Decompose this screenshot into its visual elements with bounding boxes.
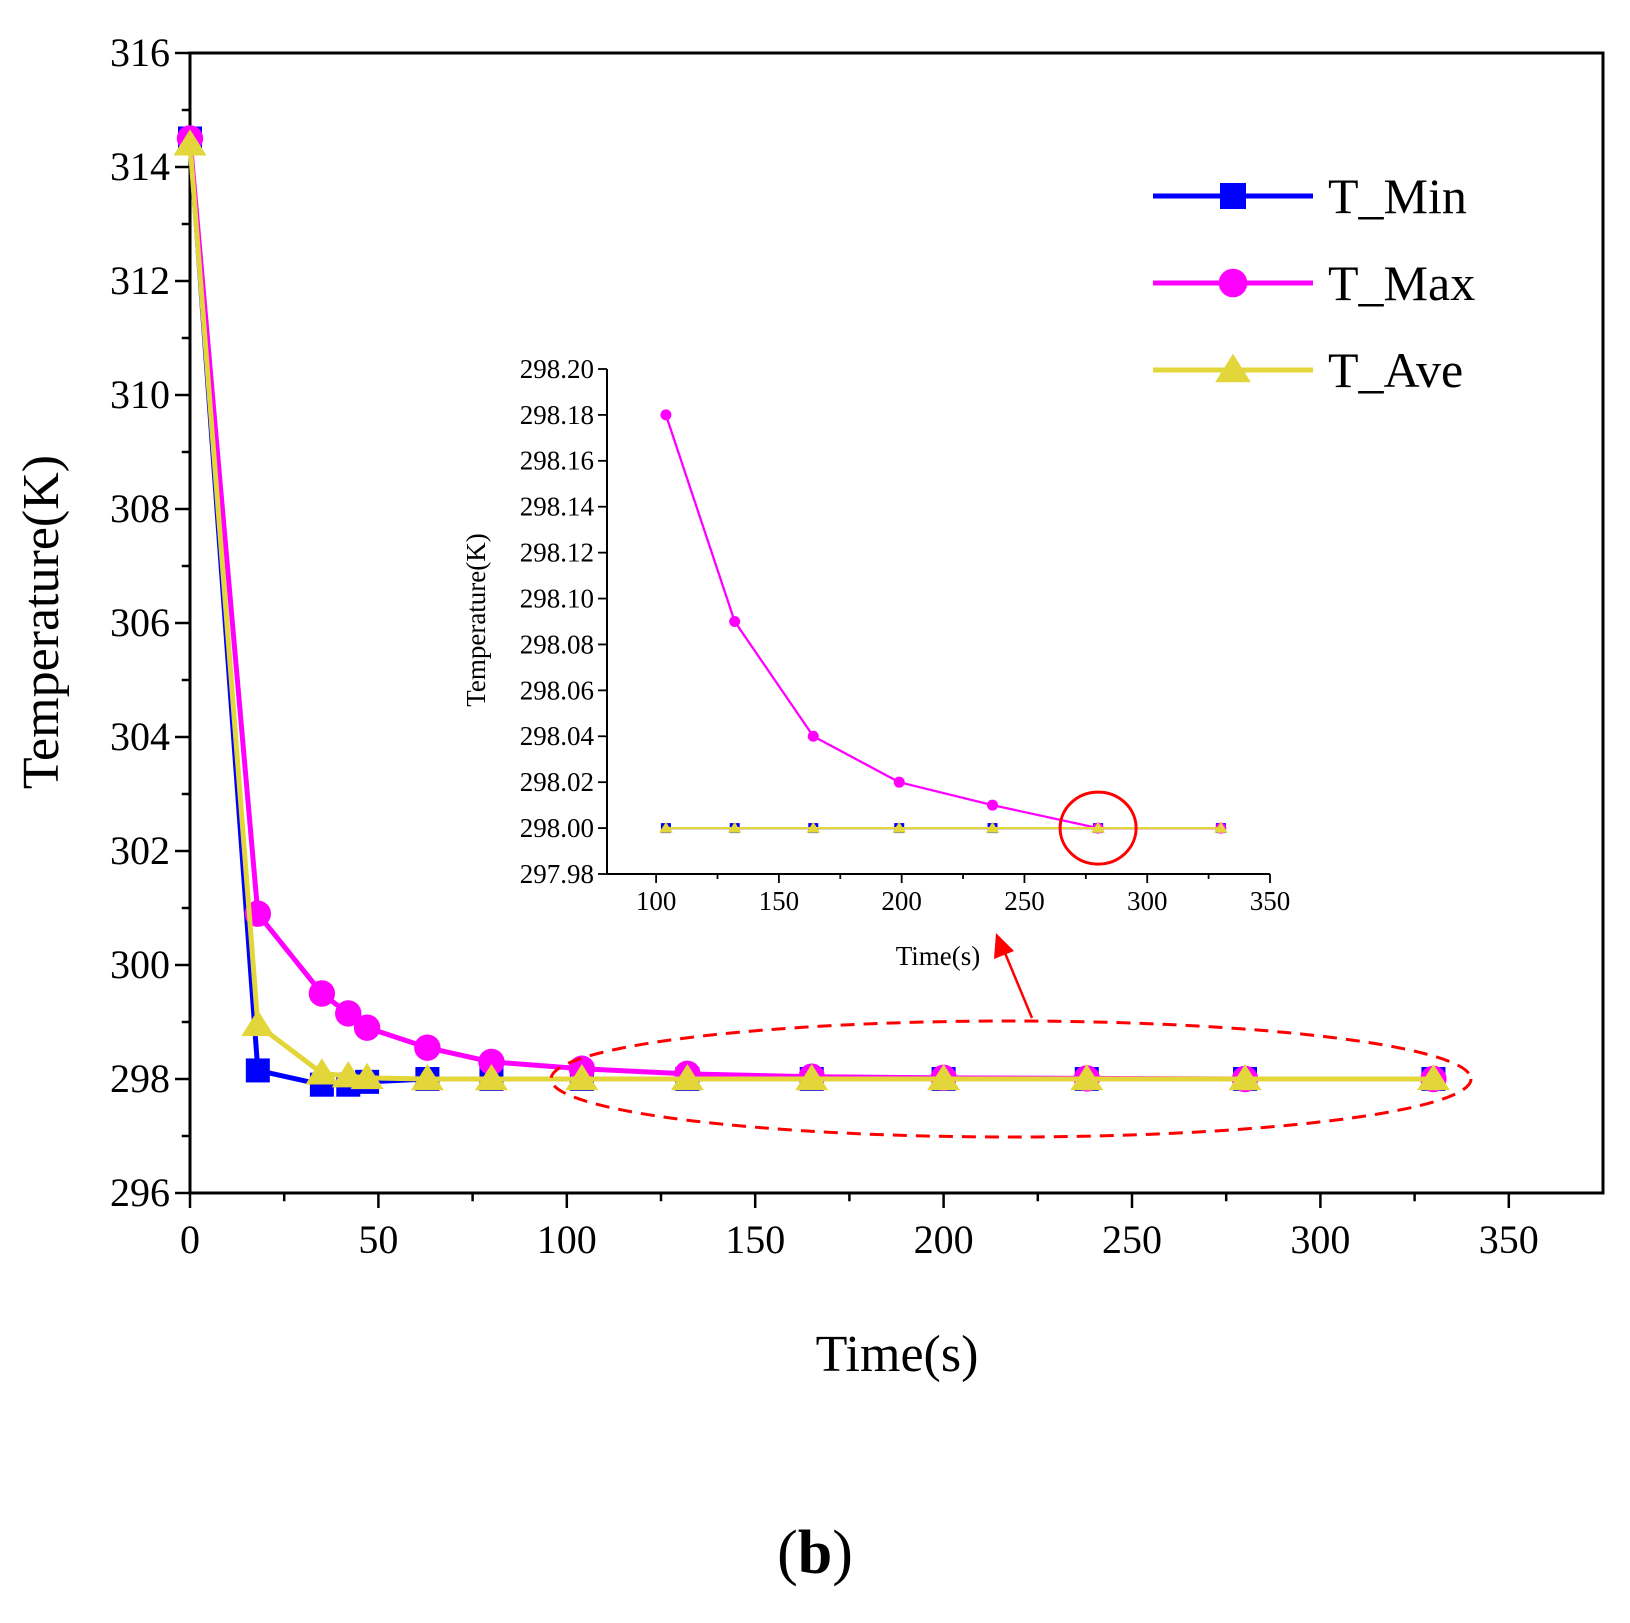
main-y-tick-label: 302 bbox=[110, 828, 170, 873]
inset-y-tick-label: 298.20 bbox=[520, 354, 594, 384]
legend-label-T_Max: T_Max bbox=[1328, 255, 1475, 311]
main-point-T_Ave bbox=[927, 1064, 961, 1091]
main-point-T_Ave bbox=[241, 1009, 275, 1037]
main-x-tick-label: 50 bbox=[358, 1217, 398, 1262]
main-y-tick-label: 306 bbox=[110, 600, 170, 645]
legend-marker-T_Min bbox=[1220, 183, 1246, 209]
inset-point-T_Max bbox=[729, 616, 741, 627]
inset-point-T_Ave bbox=[892, 821, 907, 833]
main-x-tick-label: 0 bbox=[180, 1217, 200, 1262]
inset-y-tick-label: 297.98 bbox=[520, 859, 594, 889]
inset-y-tick-label: 298.16 bbox=[520, 446, 594, 476]
main-point-T_Ave bbox=[565, 1064, 599, 1091]
legend-label-T_Min: T_Min bbox=[1328, 168, 1467, 224]
main-point-T_Ave bbox=[795, 1064, 829, 1091]
inset-x-axis-title: Time(s) bbox=[896, 941, 981, 971]
main-point-T_Max bbox=[353, 1014, 381, 1041]
inset-point-T_Ave bbox=[727, 821, 742, 833]
main-point-T_Ave bbox=[410, 1064, 444, 1091]
highlight-ellipse bbox=[549, 1019, 1473, 1139]
legend-marker-T_Ave bbox=[1215, 353, 1251, 383]
main-y-tick-label: 310 bbox=[110, 372, 170, 417]
panel-label-letter: b bbox=[797, 1519, 833, 1587]
inset-x-tick-label: 100 bbox=[636, 886, 677, 916]
main-y-tick-label: 304 bbox=[110, 714, 170, 759]
inset-y-tick-label: 298.14 bbox=[520, 492, 595, 522]
panel-label: (b) bbox=[0, 1518, 1630, 1589]
zoom-arrow-line bbox=[1003, 952, 1034, 1019]
main-x-tick-label: 150 bbox=[725, 1217, 785, 1262]
main-y-tick-label: 314 bbox=[110, 144, 170, 189]
inset-x-tick-label: 250 bbox=[1004, 886, 1045, 916]
inset-x-tick-label: 200 bbox=[881, 886, 922, 916]
inset-series-line-T_Max bbox=[664, 414, 1221, 830]
main-point-T_Max bbox=[478, 1048, 505, 1076]
main-point-T_Ave bbox=[1070, 1064, 1104, 1091]
inset-y-tick-label: 298.08 bbox=[520, 629, 594, 659]
inset-y-tick-label: 298.18 bbox=[520, 400, 594, 430]
main-point-T_Ave bbox=[1228, 1064, 1262, 1091]
main-point-T_Ave bbox=[173, 129, 207, 156]
inset-point-T_Ave bbox=[985, 821, 1000, 833]
main-x-tick-label: 100 bbox=[537, 1217, 597, 1262]
inset-y-tick-label: 298.00 bbox=[520, 813, 594, 843]
main-point-T_Ave bbox=[350, 1062, 384, 1090]
inset-y-tick-label: 298.12 bbox=[520, 538, 594, 568]
main-point-T_Max bbox=[335, 1000, 362, 1027]
main-point-T_Max bbox=[308, 980, 336, 1007]
main-y-tick-label: 308 bbox=[110, 486, 170, 531]
main-point-T_Max bbox=[414, 1034, 441, 1061]
inset-y-tick-label: 298.06 bbox=[520, 675, 594, 705]
legend-marker-T_Max bbox=[1218, 268, 1248, 298]
main-point-T_Min bbox=[245, 1058, 270, 1083]
inset-x-tick-label: 350 bbox=[1250, 886, 1291, 916]
main-x-tick-label: 200 bbox=[914, 1217, 974, 1262]
main-y-tick-label: 298 bbox=[110, 1056, 170, 1101]
main-series-line-T_Max bbox=[187, 138, 1434, 1082]
main-x-tick-label: 300 bbox=[1290, 1217, 1350, 1262]
main-point-T_Ave bbox=[305, 1058, 339, 1085]
inset-highlight-circle bbox=[1058, 790, 1138, 866]
main-point-T_Ave bbox=[474, 1064, 508, 1091]
main-y-tick-label: 296 bbox=[110, 1170, 170, 1215]
main-y-tick-label: 312 bbox=[110, 258, 170, 303]
inset-point-T_Max bbox=[987, 799, 999, 811]
main-y-tick-label: 316 bbox=[110, 30, 170, 75]
inset-y-axis-title: Temperature(K) bbox=[461, 533, 491, 707]
panel-label-open: ( bbox=[777, 1519, 798, 1587]
main-point-T_Ave bbox=[670, 1064, 704, 1091]
inset-point-T_Ave bbox=[1214, 821, 1228, 833]
inset-point-T_Max bbox=[660, 409, 672, 421]
inset-point-T_Ave bbox=[659, 821, 673, 833]
main-point-T_Ave bbox=[1416, 1064, 1450, 1091]
main-x-tick-label: 250 bbox=[1102, 1217, 1162, 1262]
inset-point-T_Max bbox=[807, 730, 819, 742]
inset-point-T_Ave bbox=[806, 821, 821, 833]
main-y-axis-title: Temperature(K) bbox=[13, 455, 70, 789]
inset-x-tick-label: 300 bbox=[1127, 886, 1168, 916]
main-x-tick-label: 350 bbox=[1479, 1217, 1539, 1262]
inset-x-tick-label: 150 bbox=[759, 886, 800, 916]
inset-y-tick-label: 298.10 bbox=[520, 583, 594, 613]
zoom-arrow-head bbox=[994, 933, 1014, 959]
legend-label-T_Ave: T_Ave bbox=[1328, 342, 1463, 398]
main-chart-group: 0 50 100 150 200 250 300 350 296 298 300 302 304 306 3… bbox=[13, 30, 1605, 1383]
main-x-axis-title: Time(s) bbox=[816, 1326, 979, 1383]
legend: T_Min T_Max T_Ave bbox=[1153, 168, 1475, 398]
inset-y-tick-label: 298.02 bbox=[520, 767, 594, 797]
main-y-tick-label: 300 bbox=[110, 942, 170, 987]
inset-point-T_Max bbox=[893, 776, 905, 788]
panel-label-close: ) bbox=[832, 1519, 853, 1587]
inset-y-tick-label: 298.04 bbox=[520, 721, 595, 751]
inset-point-T_Ave bbox=[1091, 821, 1105, 833]
inset-chart-group: 100 150 200 250 300 350 297.98 298.00 298.02 298.… bbox=[461, 354, 1290, 971]
